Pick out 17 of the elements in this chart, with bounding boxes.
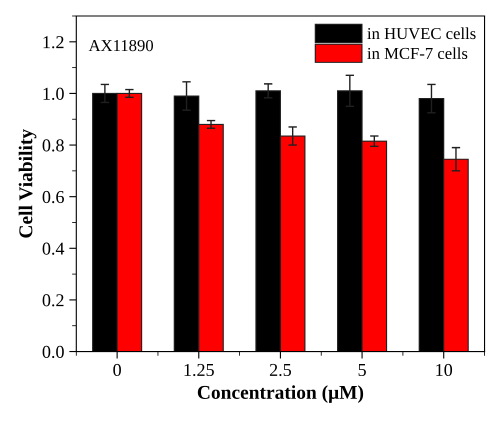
y-tick-label: 0.6: [42, 190, 64, 204]
annotation: AX11890: [88, 40, 154, 52]
legend-label: in HUVEC cells: [367, 27, 476, 40]
y-tick-label: 1.0: [44, 88, 64, 100]
x-tick-label: 1.25: [184, 364, 214, 376]
x-tick-label: 10: [436, 364, 452, 376]
y-tick-label: 0.2: [42, 294, 64, 306]
x-tick-label: 0: [113, 364, 121, 376]
y-tick-label: 0.0: [42, 346, 64, 358]
x-axis-title: Concentration (μM): [198, 385, 364, 403]
y-tick-label: 1.2: [44, 36, 64, 48]
y-tick-label: 0.4: [42, 242, 64, 255]
x-tick-label: 5: [358, 364, 366, 376]
legend-label: in MCF-7 cells: [367, 47, 468, 60]
y-axis-title: Cell Viability: [18, 129, 36, 238]
y-tick-label: 0.8: [42, 139, 64, 152]
x-tick-label: 2.5: [270, 364, 291, 376]
